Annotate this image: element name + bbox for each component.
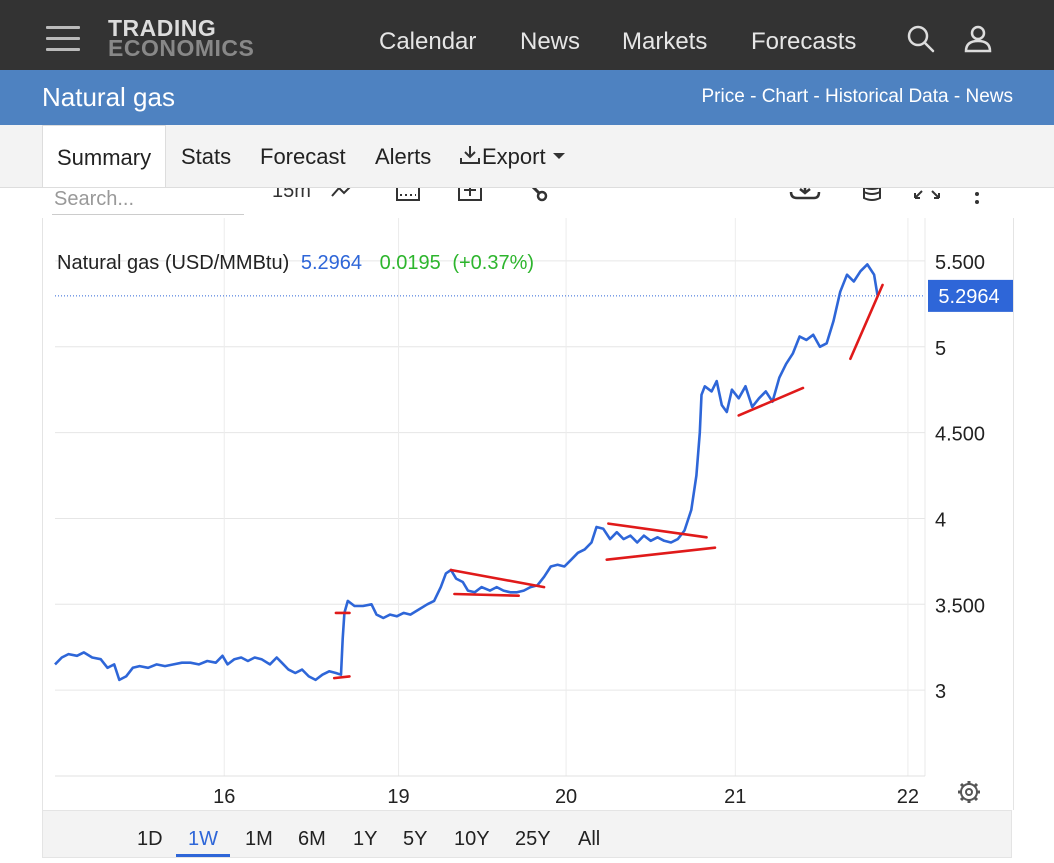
trendline — [332, 675, 351, 680]
range-1m[interactable]: 1M — [245, 828, 273, 850]
last-price-badge-label: 5.2964 — [938, 286, 999, 308]
nav-markets[interactable]: Markets — [622, 28, 708, 55]
range-10y[interactable]: 10Y — [454, 828, 490, 850]
link-chart[interactable]: Chart — [761, 86, 809, 107]
legend-change: 0.0195 — [380, 252, 441, 274]
logo[interactable]: TRADING ECONOMICS — [108, 15, 255, 61]
y-tick-label: 4.500 — [935, 424, 985, 446]
hamburger-icon[interactable] — [46, 26, 80, 52]
cloud-download-icon[interactable] — [788, 188, 822, 204]
trendline — [849, 283, 884, 361]
page-title: Natural gas — [42, 82, 175, 112]
legend-change-pct: (+0.37%) — [452, 252, 534, 274]
last-price-badge-bg — [928, 279, 1013, 312]
legend-series-name: Natural gas (USD/MMBtu) — [57, 252, 289, 274]
download-icon — [460, 146, 480, 164]
link-separator: - — [948, 86, 966, 107]
range-selector: 1D 1W 1M 6M 1Y 5Y 10Y 25Y All — [42, 810, 1012, 858]
chart-legend: Natural gas (USD/MMBtu) 5.2964 0.0195 (+… — [57, 252, 534, 274]
link-historical-data[interactable]: Historical Data — [825, 86, 949, 107]
nav-calendar[interactable]: Calendar — [379, 28, 477, 55]
search-icon[interactable] — [906, 24, 936, 54]
x-tick-label: 22 — [897, 786, 919, 808]
wrench-icon[interactable] — [520, 188, 550, 204]
database-icon[interactable] — [860, 188, 884, 204]
range-all[interactable]: All — [578, 828, 601, 850]
logo-line-2: ECONOMICS — [108, 35, 255, 61]
x-tick-label: 19 — [387, 786, 409, 808]
top-header: TRADING ECONOMICS Calendar News Markets … — [0, 0, 1054, 70]
tab-summary-label: Summary — [57, 145, 152, 170]
caret-down-icon — [552, 153, 565, 159]
trendline — [453, 592, 520, 598]
chart-area: 3 3.500 4 4.500 5 5.500 16 19 20 21 22 5.2964 Nat… — [42, 218, 1014, 810]
range-1w[interactable]: 1W — [176, 828, 230, 857]
last-price-badge: 5.2964 — [928, 279, 1013, 312]
link-price[interactable]: Price — [701, 86, 745, 107]
trendline — [607, 522, 708, 539]
range-1y[interactable]: 1Y — [353, 828, 378, 850]
range-1d[interactable]: 1D — [137, 828, 163, 850]
y-tick-label: 3 — [935, 681, 946, 703]
price-chart[interactable]: 3 3.500 4 4.500 5 5.500 16 19 20 21 22 5.2964 Nat… — [43, 218, 1013, 810]
trendline — [449, 568, 546, 589]
y-tick-label: 5.500 — [935, 252, 985, 274]
tabs-row: Summary Stats Forecast Alerts Export — [0, 125, 1054, 188]
trendline — [737, 386, 805, 417]
link-separator: - — [808, 86, 826, 107]
interval-selector[interactable]: 15m — [272, 188, 311, 202]
export-button[interactable]: Export — [458, 144, 566, 170]
logo-line-1: TRADING — [108, 15, 217, 41]
trendlines — [332, 283, 884, 680]
range-5y[interactable]: 5Y — [403, 828, 428, 850]
calendar-icon[interactable] — [394, 188, 422, 204]
title-bar: Natural gas Price - Chart - Historical D… — [0, 70, 1054, 125]
x-tick-label: 20 — [555, 786, 577, 808]
user-icon[interactable] — [963, 24, 993, 54]
x-tick-label: 21 — [724, 786, 746, 808]
link-separator: - — [744, 86, 762, 107]
y-tick-label: 3.500 — [935, 595, 985, 617]
y-tick-label: 4 — [935, 509, 946, 531]
x-tick-label: 16 — [213, 786, 235, 808]
tab-summary[interactable]: Summary — [42, 125, 166, 187]
tab-alerts[interactable]: Alerts — [375, 144, 432, 169]
chart-type-icon[interactable] — [330, 188, 356, 204]
more-options-icon[interactable] — [970, 188, 984, 204]
export-label: Export — [482, 144, 546, 169]
range-6m[interactable]: 6M — [298, 828, 326, 850]
trendline — [605, 546, 717, 561]
search-input[interactable] — [52, 188, 244, 215]
price-series-line — [54, 263, 879, 682]
fullscreen-icon[interactable] — [912, 188, 942, 204]
chart-grid — [55, 218, 925, 776]
nav-news[interactable]: News — [520, 28, 581, 55]
link-news[interactable]: News — [965, 86, 1013, 107]
range-25y[interactable]: 25Y — [515, 828, 551, 850]
compare-icon[interactable] — [456, 188, 484, 204]
legend-last-value: 5.2964 — [301, 252, 362, 274]
nav-forecasts[interactable]: Forecasts — [751, 28, 857, 55]
chart-toolbar: 15m — [42, 188, 1012, 220]
tab-stats[interactable]: Stats — [181, 144, 232, 169]
y-axis: 3 3.500 4 4.500 5 5.500 — [935, 252, 985, 703]
gear-icon[interactable] — [958, 781, 980, 803]
tab-forecast[interactable]: Forecast — [260, 144, 346, 169]
title-links: Price - Chart - Historical Data - News — [702, 86, 1014, 108]
x-axis: 16 19 20 21 22 — [213, 786, 919, 808]
y-tick-label: 5 — [935, 338, 946, 360]
